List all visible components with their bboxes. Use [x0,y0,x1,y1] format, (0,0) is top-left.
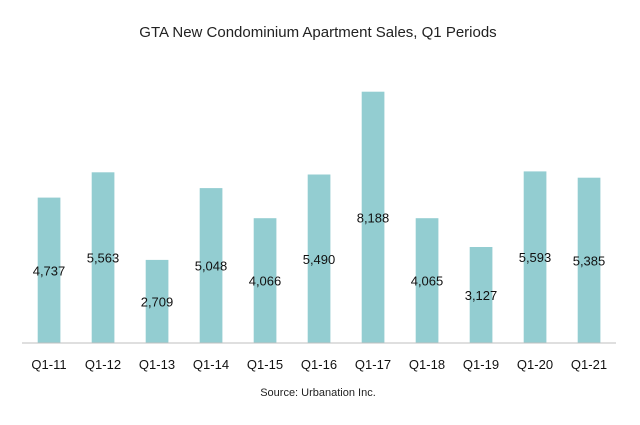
x-tick-label-q1-19: Q1-19 [463,357,499,372]
data-label-q1-17: 8,188 [357,210,390,225]
bars-group [37,91,601,343]
bar-q1-11 [37,197,61,343]
data-label-q1-14: 5,048 [195,259,228,274]
x-tick-labels-group: Q1-11 Q1-12 Q1-13 Q1-14 Q1-15 Q1-16 Q1-17 Q1-18… [31,357,607,372]
bar-q1-21 [577,177,601,343]
x-tick-label-q1-15: Q1-15 [247,357,283,372]
source-note: Source: Urbanation Inc. [260,387,376,399]
bar-q1-15 [253,218,277,343]
data-labels-group: 4,737 5,563 2,709 5,048 4,066 5,490 8,188 4,065… [33,210,606,309]
bar-q1-12 [91,172,115,343]
x-tick-label-q1-14: Q1-14 [193,357,229,372]
x-tick-label-q1-13: Q1-13 [139,357,175,372]
data-label-q1-12: 5,563 [87,251,120,266]
bar-q1-14 [199,188,223,343]
data-label-q1-19: 3,127 [465,288,498,303]
data-label-q1-13: 2,709 [141,294,174,309]
bar-q1-16 [307,174,331,343]
data-label-q1-16: 5,490 [303,252,336,267]
x-tick-label-q1-20: Q1-20 [517,357,553,372]
x-tick-label-q1-11: Q1-11 [31,357,66,372]
data-label-q1-15: 4,066 [249,274,282,289]
bar-q1-20 [523,171,547,343]
x-tick-label-q1-12: Q1-12 [85,357,121,372]
x-tick-label-q1-18: Q1-18 [409,357,445,372]
bar-q1-19 [469,247,493,343]
x-tick-label-q1-17: Q1-17 [355,357,391,372]
x-tick-label-q1-16: Q1-16 [301,357,337,372]
bar-q1-18 [415,218,439,343]
x-tick-label-q1-21: Q1-21 [571,357,607,372]
data-label-q1-20: 5,593 [519,250,552,265]
bar-q1-17 [361,91,385,343]
data-label-q1-21: 5,385 [573,253,606,268]
chart-title: GTA New Condominium Apartment Sales, Q1 … [139,24,496,41]
data-label-q1-18: 4,065 [411,274,444,289]
data-label-q1-11: 4,737 [33,263,66,278]
bar-q1-13 [145,259,169,343]
